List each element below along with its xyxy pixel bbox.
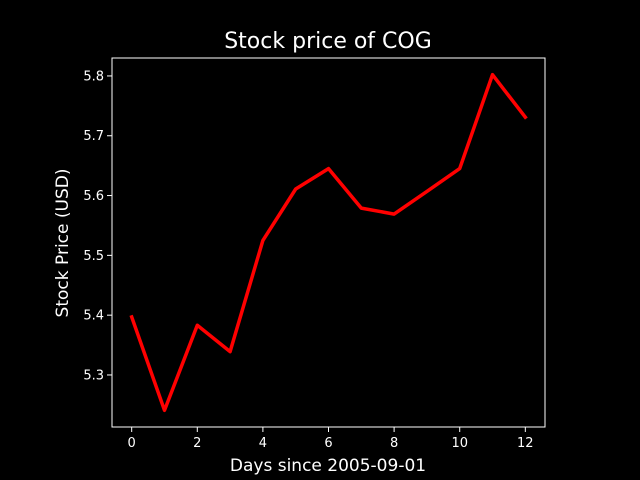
series-line: [129, 72, 528, 413]
y-tick-label: 5.5: [83, 249, 104, 264]
x-axis-label: Days since 2005-09-01: [230, 456, 426, 476]
x-tick-label: 6: [324, 436, 332, 451]
x-tick-label: 2: [193, 436, 201, 451]
x-tick-label: 0: [128, 436, 136, 451]
y-tick-label: 5.3: [83, 368, 104, 383]
y-axis-label: Stock Price (USD): [53, 169, 73, 318]
y-tick-label: 5.6: [83, 189, 104, 204]
x-tick-label: 10: [451, 436, 468, 451]
chart-title: Stock price of COG: [224, 29, 432, 54]
y-tick-label: 5.4: [83, 309, 104, 324]
plot-area: 0 2 4 6 8 10 12 5.3 5.4 5.5 5.6 5.7 5.8: [83, 57, 546, 451]
x-tick-label: 4: [259, 436, 267, 451]
y-tick-label: 5.8: [83, 69, 104, 84]
x-tick-label: 8: [390, 436, 398, 451]
x-tick-label: 12: [517, 436, 534, 451]
y-tick-label: 5.7: [83, 129, 104, 144]
